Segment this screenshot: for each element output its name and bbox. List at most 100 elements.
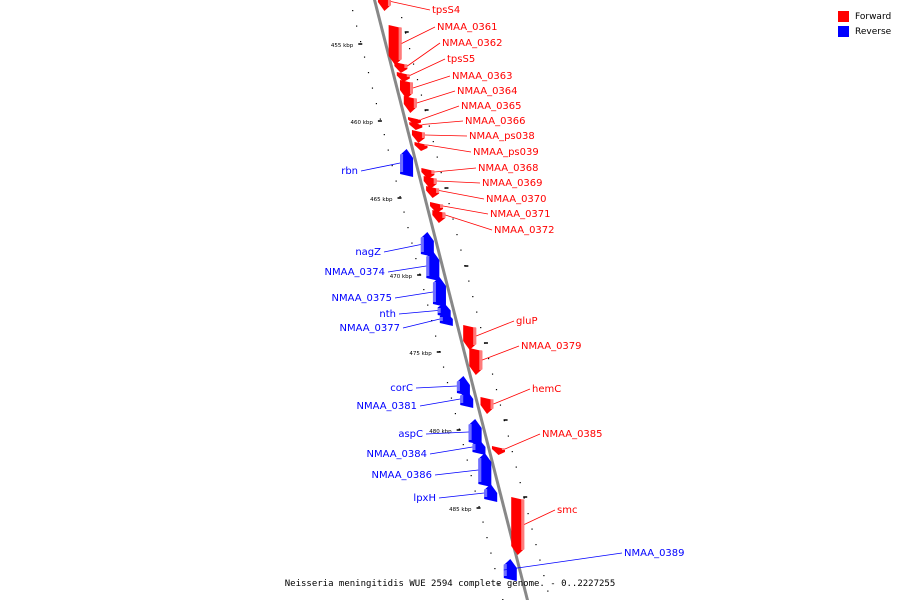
gene-arrow[interactable]: [396, 72, 410, 82]
gene-label[interactable]: NMAA_0366: [465, 116, 526, 127]
gene-label[interactable]: NMAA_0371: [490, 209, 551, 220]
gene-arrow[interactable]: [432, 277, 446, 307]
gene-gluP[interactable]: [463, 325, 477, 350]
gene-arrow[interactable]: [399, 80, 413, 99]
gene-hemC[interactable]: [480, 397, 494, 414]
gene-label[interactable]: tpsS4: [432, 5, 460, 16]
gene-label[interactable]: hemC: [532, 384, 561, 395]
gene-NMAA_0386[interactable]: [478, 453, 492, 487]
gene-NMAA_0377[interactable]: [439, 312, 453, 326]
gene-nagZ[interactable]: [420, 232, 434, 257]
gene-arrow[interactable]: [439, 312, 453, 326]
gene-label[interactable]: NMAA_0365: [461, 101, 522, 112]
gene-label[interactable]: NMAA_0364: [457, 86, 518, 97]
gene-label[interactable]: NMAA_0362: [442, 38, 503, 49]
legend-item-reverse[interactable]: Reverse: [838, 24, 891, 39]
gene-label[interactable]: gluP: [516, 316, 538, 327]
gene-NMAA_0374[interactable]: [426, 251, 440, 281]
gene-label[interactable]: NMAA_0369: [482, 178, 543, 189]
gene-label[interactable]: NMAA_0363: [452, 71, 513, 82]
gene-lpxH[interactable]: [484, 484, 498, 502]
gene-arrow[interactable]: [377, 0, 391, 11]
gene-NMAA_0379[interactable]: [469, 348, 483, 375]
gene-arrow[interactable]: [394, 62, 408, 73]
gene-NMAA_0381[interactable]: [460, 390, 474, 408]
gene-arrow[interactable]: [468, 419, 482, 445]
gene-label[interactable]: NMAA_ps039: [473, 147, 539, 158]
gene-label[interactable]: NMAA_0389: [624, 548, 685, 559]
gene-NMAA_0385[interactable]: [491, 446, 505, 455]
gene-label[interactable]: NMAA_0361: [437, 22, 498, 33]
gene-label[interactable]: corC: [390, 383, 413, 394]
gene-label[interactable]: aspC: [398, 429, 423, 440]
gene-NMAA_ps039[interactable]: [414, 142, 428, 151]
gene-label[interactable]: NMAA_0377: [339, 323, 400, 334]
gene-NMAA_0375[interactable]: [432, 277, 446, 307]
gene-label[interactable]: NMAA_0372: [494, 225, 555, 236]
gene-arrow[interactable]: [414, 142, 428, 151]
dot-tick: [507, 435, 509, 437]
gene-arrow[interactable]: [460, 390, 474, 408]
gene-label[interactable]: NMAA_0384: [366, 449, 427, 460]
dot-tick: [486, 537, 488, 539]
gene-arrow[interactable]: [511, 497, 525, 555]
gene-NMAA_0370[interactable]: [426, 186, 440, 198]
gene-NMAA_0364[interactable]: [403, 96, 417, 113]
gene-label[interactable]: NMAA_0370: [486, 194, 547, 205]
gene-arrow[interactable]: [484, 484, 498, 502]
gene-arrow[interactable]: [480, 397, 494, 414]
gene-arrow[interactable]: [411, 130, 425, 143]
gene-NMAA_0368[interactable]: [421, 168, 435, 179]
gene-NMAA_0365[interactable]: [408, 117, 422, 125]
gene-arrow[interactable]: [430, 202, 444, 213]
gene-aspC[interactable]: [468, 419, 482, 445]
gene-arrow[interactable]: [388, 25, 402, 65]
gene-arrow[interactable]: [432, 210, 446, 223]
gene-arrow[interactable]: [423, 176, 437, 189]
gene-tpsS5[interactable]: [396, 72, 410, 82]
gene-arrow[interactable]: [403, 96, 417, 113]
gene-smc[interactable]: [511, 497, 525, 555]
gene-NMAA_0384[interactable]: [472, 439, 486, 455]
gene-label[interactable]: NMAA_0368: [478, 163, 539, 174]
gene-label[interactable]: NMAA_0381: [356, 401, 417, 412]
gene-NMAA_ps038[interactable]: [411, 130, 425, 143]
gene-NMAA_0361[interactable]: [388, 25, 402, 65]
legend-item-forward[interactable]: Forward: [838, 9, 891, 24]
gene-arrow[interactable]: [408, 117, 422, 125]
gene-label[interactable]: nagZ: [355, 247, 381, 258]
gene-NMAA_0366[interactable]: [409, 122, 423, 130]
gene-arrow[interactable]: [463, 325, 477, 350]
gene-tpsS4[interactable]: [377, 0, 391, 11]
gene-label[interactable]: NMAA_0385: [542, 429, 603, 440]
gene-arrow[interactable]: [491, 446, 505, 455]
gene-arrow[interactable]: [472, 439, 486, 455]
gene-label[interactable]: tpsS5: [447, 54, 475, 65]
gene-NMAA_0369[interactable]: [423, 176, 437, 189]
dot-tick: [454, 413, 456, 415]
gene-arrow[interactable]: [426, 186, 440, 198]
gene-label[interactable]: nth: [379, 309, 396, 320]
gene-NMAA_0363[interactable]: [399, 80, 413, 99]
gene-NMAA_0372[interactable]: [432, 210, 446, 223]
gene-label[interactable]: rbn: [341, 166, 358, 177]
dot-tick: [371, 87, 374, 89]
gene-arrow[interactable]: [421, 168, 435, 179]
gene-label[interactable]: NMAA_0374: [324, 267, 385, 278]
gene-arrow[interactable]: [478, 453, 492, 487]
gene-label[interactable]: lpxH: [413, 493, 436, 504]
gene-arrow[interactable]: [409, 122, 423, 130]
gene-label[interactable]: smc: [557, 505, 577, 516]
gene-label[interactable]: NMAA_0375: [331, 293, 392, 304]
gene-label[interactable]: NMAA_0386: [371, 470, 432, 481]
gene-arrow[interactable]: [503, 559, 517, 581]
gene-arrow[interactable]: [469, 348, 483, 375]
gene-NMAA_0362[interactable]: [394, 62, 408, 73]
gene-arrow[interactable]: [420, 232, 434, 257]
gene-arrow[interactable]: [400, 149, 414, 177]
gene-NMAA_0371[interactable]: [430, 202, 444, 213]
gene-label[interactable]: NMAA_ps038: [469, 131, 535, 142]
gene-label[interactable]: NMAA_0379: [521, 341, 582, 352]
gene-arrow[interactable]: [426, 251, 440, 281]
gene-rbn[interactable]: [400, 149, 414, 177]
